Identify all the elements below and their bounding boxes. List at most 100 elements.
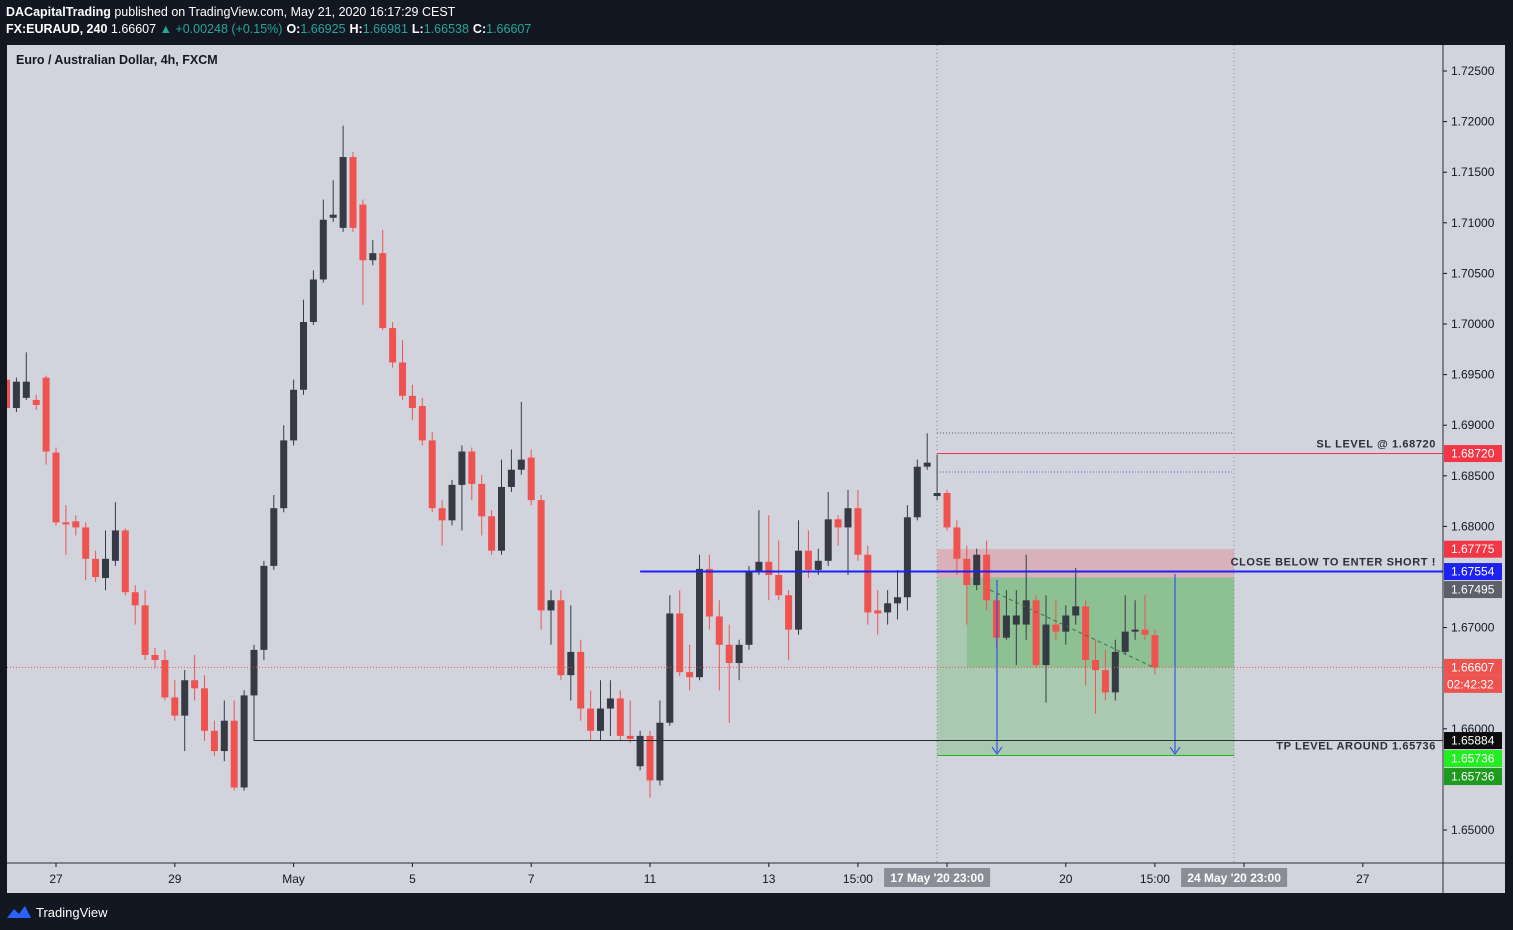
candle-body (527, 457, 535, 501)
candle-body (428, 440, 436, 509)
price-label-box (1444, 658, 1502, 676)
candle-body (686, 672, 694, 678)
candle-body (468, 451, 476, 484)
ohlc-key: H: (349, 22, 363, 36)
y-tick-label: 1.69500 (1451, 368, 1495, 382)
price-label: 1.67554 (1451, 565, 1495, 579)
author: DACapitalTrading (6, 5, 111, 19)
candle-body (755, 561, 763, 572)
candle-body (646, 735, 654, 781)
candle-body (201, 688, 209, 731)
level-note: CLOSE BELOW TO ENTER SHORT ! (1231, 557, 1436, 569)
date-label: 24 May '20 23:00 (1187, 871, 1281, 885)
candle-body (537, 500, 545, 611)
plot-area (7, 45, 1235, 863)
candle-body (616, 698, 624, 736)
candle-body (567, 651, 575, 676)
candle-body (636, 735, 644, 767)
header-line: FX:EURAUD, 240 1.66607 ▲ +0.00248 (+0.15… (6, 21, 531, 38)
ohlc-value: 1.66981 (362, 22, 408, 36)
candle-body (1141, 629, 1149, 635)
date-label: 17 May '20 23:00 (890, 871, 984, 885)
candle-body (478, 483, 486, 517)
candle-body (606, 698, 614, 709)
candle-body (1121, 631, 1129, 652)
candle-body (329, 214, 337, 218)
date-label-box (1181, 868, 1288, 887)
candle-body (903, 517, 911, 598)
y-tick-label: 1.70500 (1451, 266, 1495, 280)
candle-body (498, 486, 506, 551)
chart-title: Euro / Australian Dollar, 4h, FXCM (16, 53, 218, 67)
candle-body (22, 381, 30, 398)
candle-body (1131, 629, 1139, 632)
candle-body (1012, 615, 1020, 625)
candle-body (517, 459, 525, 470)
x-tick-label: 13 (762, 872, 776, 886)
ohlc-key: O: (286, 22, 301, 36)
y-tick-label: 1.69000 (1451, 418, 1495, 432)
candle-body (42, 377, 50, 452)
candle-body (854, 508, 862, 555)
candle-body (983, 554, 991, 601)
candle-body (7, 379, 11, 409)
ohlc-key: C: (472, 22, 487, 36)
candle-body (121, 530, 129, 593)
candle-body (874, 610, 882, 614)
candle-body (260, 565, 268, 650)
y-tick-label: 1.71500 (1451, 165, 1495, 179)
y-tick-label: 1.72000 (1451, 115, 1495, 129)
candle-body (735, 644, 743, 664)
overlay: Euro / Australian Dollar, 4h, FXCM SL LE… (7, 53, 1443, 757)
candle-body (834, 519, 842, 528)
candle-body (785, 595, 793, 630)
candle-body (1052, 624, 1060, 632)
candle-body (1111, 651, 1119, 693)
candle-body (82, 527, 90, 559)
candle-body (923, 462, 931, 467)
candle-body (300, 321, 308, 390)
price-label-box (1444, 581, 1502, 599)
x-tick-label: 5 (409, 872, 416, 886)
x-tick-label: 29 (168, 872, 182, 886)
candle-body (270, 508, 278, 566)
candle-body (666, 613, 674, 723)
candle-body (933, 493, 941, 497)
candle-body (1082, 606, 1090, 660)
filled-zone (966, 577, 1235, 668)
candle-body (488, 516, 496, 551)
logo (7, 906, 31, 918)
candle-body (1042, 624, 1050, 666)
candle-body (389, 328, 397, 363)
candle-body (804, 550, 812, 570)
x-tick-label: 27 (1356, 872, 1370, 886)
candle-body (309, 279, 317, 322)
header-line: DACapitalTrading published on TradingVie… (6, 4, 531, 21)
price-label-box (1444, 750, 1502, 768)
y-tick-label: 1.70000 (1451, 317, 1495, 331)
x-tick-label: 27 (49, 872, 63, 886)
candle-body (507, 469, 515, 487)
y-tick-label: 1.71000 (1451, 216, 1495, 230)
x-tick-label: 7 (528, 872, 535, 886)
candle-body (1032, 600, 1040, 666)
candle-body (131, 592, 139, 606)
candle-body (547, 600, 555, 611)
x-tick-label: May (282, 872, 305, 886)
symbol: FX:EURAUD, 240 (6, 22, 108, 36)
candle-body (864, 554, 872, 613)
candle-body (765, 561, 773, 575)
arrow-head (1169, 746, 1181, 755)
date-label-box (884, 868, 991, 887)
candle-body (696, 568, 704, 678)
candle-body (240, 695, 248, 788)
last-price: 1.66607 (110, 22, 157, 36)
candle-body (230, 720, 238, 788)
x-tick-label: 15:00 (1140, 872, 1170, 886)
ohlc-value: 1.66538 (423, 22, 469, 36)
candle-body (111, 530, 119, 561)
candle-body (92, 558, 100, 578)
candle-body (151, 654, 159, 660)
countdown-box (1444, 675, 1502, 693)
